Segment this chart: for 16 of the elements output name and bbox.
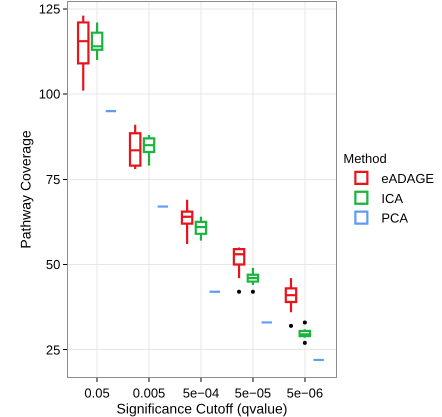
x-tick-label: 5e−06	[286, 386, 324, 401]
y-tick-label: 125	[38, 1, 60, 16]
legend-label: ICA	[381, 190, 404, 206]
legend-title: Method	[343, 150, 387, 166]
legend-label: eADAGE	[381, 170, 434, 186]
x-tick-label: 5e−04	[182, 386, 220, 401]
y-tick-label: 25	[46, 342, 60, 358]
x-axis-title: Significance Cutoff (qvalue)	[116, 400, 288, 417]
y-tick-label: 100	[38, 86, 60, 102]
x-tick-label: 0.005	[132, 386, 166, 401]
y-axis-title: Pathway Coverage	[17, 130, 34, 249]
y-tick-label: 75	[46, 172, 60, 187]
x-tick-label: 5e−05	[234, 386, 272, 401]
y-tick-label: 50	[46, 257, 60, 272]
x-tick-label: 0.05	[84, 386, 110, 401]
legend-label: PCA	[381, 210, 408, 226]
